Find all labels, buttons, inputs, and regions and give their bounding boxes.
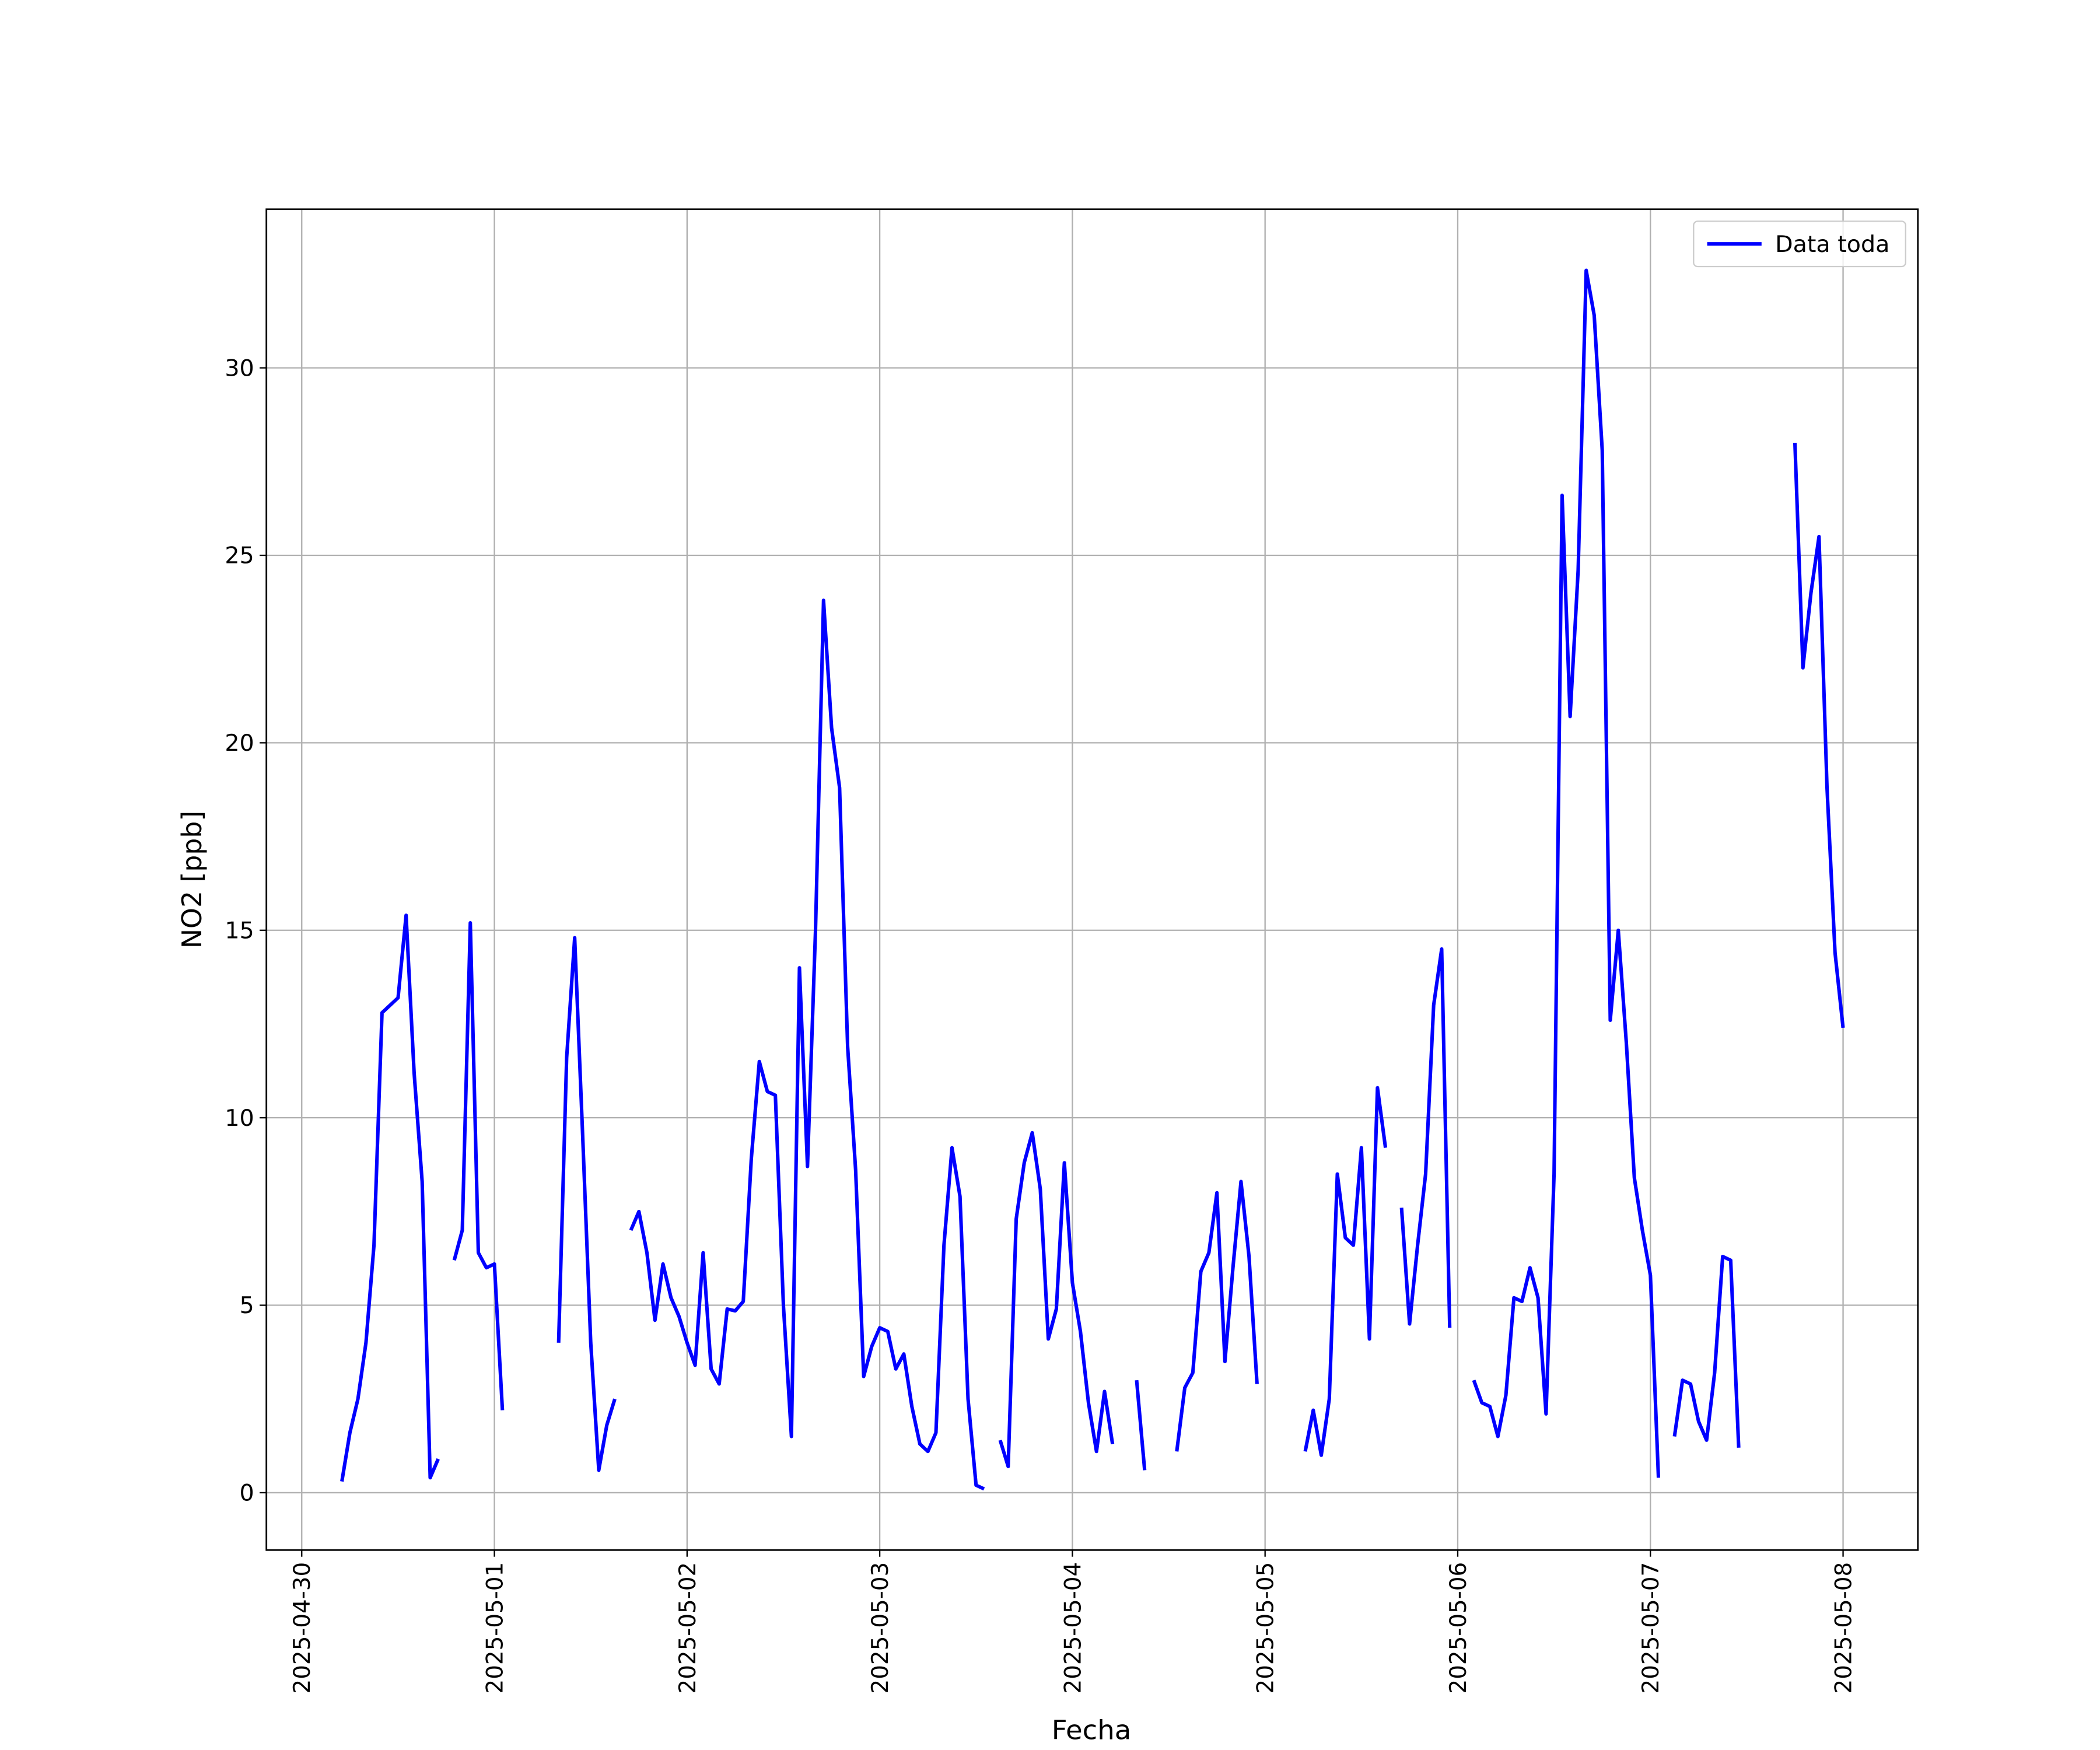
y-tick-label: 0 bbox=[240, 1480, 254, 1507]
legend-label: Data toda bbox=[1775, 232, 1889, 258]
y-tick-label: 25 bbox=[225, 543, 254, 569]
y-tick-label: 20 bbox=[225, 730, 254, 757]
legend-box bbox=[1693, 220, 1906, 268]
y-tick-label: 5 bbox=[240, 1293, 254, 1320]
y-tick-label: 10 bbox=[225, 1105, 254, 1132]
y-tick-label: 15 bbox=[225, 918, 254, 944]
plot bbox=[340, 268, 1845, 1491]
x-tick-label: 2025-04-30 bbox=[289, 1562, 316, 1694]
x-tick-label: 2025-05-04 bbox=[1060, 1562, 1086, 1694]
x-tick-label: 2025-05-06 bbox=[1446, 1562, 1472, 1694]
x-tick-label: 2025-05-05 bbox=[1252, 1562, 1279, 1694]
x-tick-label: 2025-05-01 bbox=[482, 1562, 508, 1694]
x-tick-label: 2025-05-03 bbox=[867, 1562, 894, 1694]
x-tick-label: 2025-05-08 bbox=[1831, 1562, 1857, 1694]
y-axis-label: NO2 [ppb] bbox=[176, 811, 208, 949]
x-tick-label: 2025-05-02 bbox=[674, 1562, 701, 1694]
legend: Data toda bbox=[1693, 220, 1906, 268]
x-tick-label: 2025-05-07 bbox=[1638, 1562, 1664, 1694]
y-tick-label: 30 bbox=[225, 356, 254, 382]
ticks: 0 5 10 15 20 25 30 2025-04-30 2025-05-01 2025-05-… bbox=[225, 356, 1857, 1694]
x-axis-label: Fecha bbox=[1052, 1714, 1132, 1745]
line bbox=[340, 268, 1845, 1491]
axes-frame bbox=[265, 208, 1919, 1551]
